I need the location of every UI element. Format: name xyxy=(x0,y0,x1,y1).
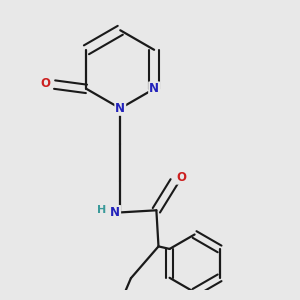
Text: O: O xyxy=(176,171,186,184)
Text: N: N xyxy=(149,82,159,95)
Text: H: H xyxy=(97,205,106,215)
Text: N: N xyxy=(115,102,125,115)
Text: N: N xyxy=(110,206,120,219)
Text: O: O xyxy=(40,77,50,90)
